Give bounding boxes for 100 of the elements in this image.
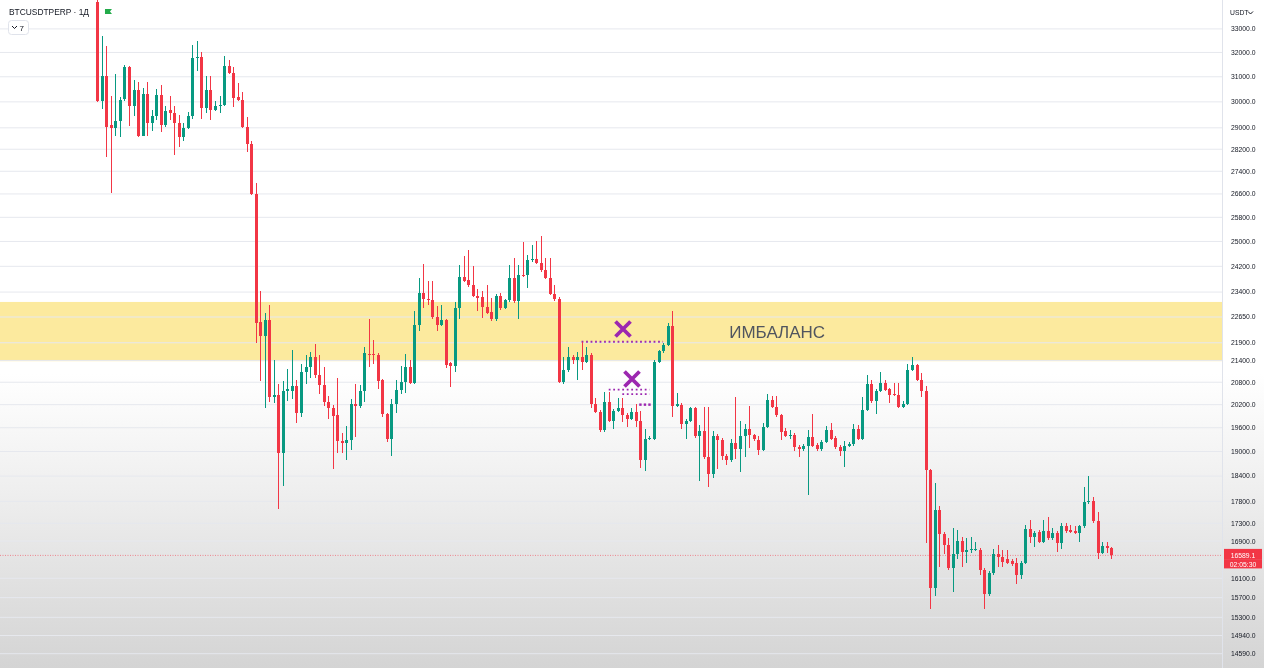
candlestick — [567, 346, 570, 373]
candlestick — [332, 404, 335, 470]
candlestick — [965, 537, 968, 564]
candlestick — [535, 240, 538, 265]
candlestick — [1042, 519, 1045, 544]
candlestick — [205, 75, 208, 114]
candlestick — [196, 40, 199, 72]
candlestick — [1047, 516, 1050, 541]
candlestick — [730, 438, 733, 463]
candlestick — [992, 548, 995, 576]
candlestick — [219, 95, 222, 114]
candlestick — [875, 388, 878, 415]
annotation: 7 — [19, 23, 25, 33]
candlestick — [920, 372, 923, 398]
text: BTCUSDTPERP · 1Д — [9, 7, 90, 17]
candlestick — [621, 397, 624, 423]
candlestick — [938, 505, 941, 568]
candlestick — [1015, 557, 1018, 585]
candlestick — [119, 96, 122, 138]
candlestick — [947, 537, 950, 571]
candlestick — [422, 263, 425, 309]
candlestick — [843, 440, 846, 468]
candlestick — [246, 116, 249, 153]
candlestick — [305, 354, 308, 385]
candlestick — [997, 544, 1000, 568]
candlestick — [155, 88, 158, 121]
candlestick — [178, 114, 181, 148]
candlestick — [114, 73, 117, 137]
candlestick — [879, 371, 882, 393]
candlestick — [314, 343, 317, 379]
candlestick — [811, 413, 814, 448]
candlestick — [549, 257, 552, 296]
candlestick — [440, 304, 443, 327]
candlestick — [513, 257, 516, 304]
candlestick — [490, 297, 493, 322]
candlestick — [1029, 519, 1032, 544]
candlestick — [486, 284, 489, 315]
candlestick — [644, 428, 647, 472]
candlestick — [164, 105, 167, 127]
candlestick — [209, 75, 212, 121]
candlestick — [1056, 530, 1059, 553]
candlestick — [404, 353, 407, 394]
candlestick — [739, 420, 742, 473]
candlestick — [744, 423, 747, 458]
candlestick — [544, 257, 547, 280]
candlestick — [757, 435, 760, 456]
candlestick — [734, 396, 737, 460]
candlestick — [495, 293, 498, 322]
candlestick — [110, 95, 113, 194]
candlestick — [807, 429, 810, 496]
candlestick — [372, 339, 375, 365]
candlestick — [409, 359, 412, 385]
candlestick — [956, 529, 959, 560]
candlestick — [359, 384, 362, 409]
candlestick — [716, 433, 719, 470]
candlestick — [481, 290, 484, 319]
candlestick — [721, 437, 724, 461]
candlestick — [264, 312, 267, 409]
candlestick — [309, 351, 312, 379]
candlestick — [526, 254, 529, 288]
candlestick — [680, 402, 683, 430]
candlestick — [952, 527, 955, 593]
candlestick — [667, 322, 670, 347]
candlestick — [1092, 496, 1095, 524]
candlestick — [463, 255, 466, 283]
candlestick — [182, 122, 185, 142]
candlestick — [345, 425, 348, 461]
candlestick — [893, 382, 896, 397]
candlestick — [685, 418, 688, 440]
candlestick — [943, 531, 946, 555]
candlestick — [508, 264, 511, 303]
candlestick — [133, 79, 136, 117]
candlestick — [698, 424, 701, 482]
candlestick — [368, 318, 371, 368]
candlestick — [151, 109, 154, 132]
candlestick — [780, 413, 783, 441]
candlestick — [988, 570, 991, 597]
candlestick — [970, 536, 973, 554]
candlestick — [400, 365, 403, 395]
candlestick — [852, 423, 855, 447]
candlestick — [762, 422, 765, 452]
candlestick — [599, 409, 602, 433]
band-label: ИМБАЛАНС — [729, 322, 826, 342]
candlestick — [961, 536, 964, 568]
candlestick — [467, 249, 470, 288]
candlestick — [472, 265, 475, 298]
candlestick — [395, 379, 398, 414]
candlestick — [327, 395, 330, 420]
candlestick — [562, 356, 565, 385]
candlestick — [318, 354, 321, 395]
candlestick — [608, 391, 611, 423]
candlestick — [897, 382, 900, 409]
candlestick — [748, 405, 751, 449]
candlestick — [1060, 522, 1063, 550]
candlestick — [341, 432, 344, 454]
candlestick — [635, 403, 638, 428]
candlestick — [173, 105, 176, 156]
candlestick — [707, 406, 710, 488]
candlestick — [476, 288, 479, 312]
candlestick — [775, 395, 778, 418]
